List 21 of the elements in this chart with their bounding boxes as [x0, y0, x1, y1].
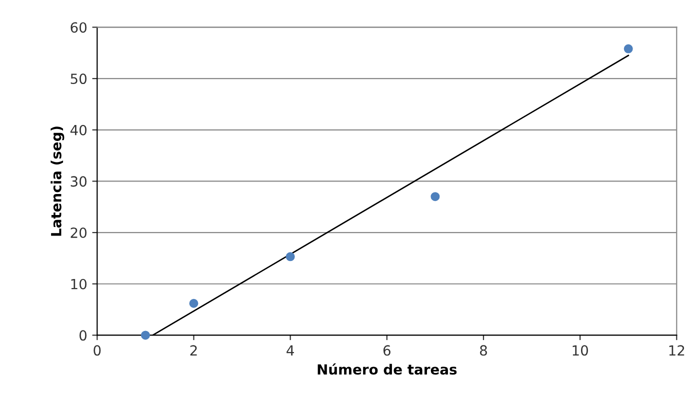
x-tick-label: 0	[94, 345, 101, 356]
y-tick-label: 20	[70, 228, 87, 238]
y-tick-label: 10	[71, 278, 87, 290]
x-tick-label: 6	[383, 345, 390, 356]
y-tick-label: 40	[70, 124, 87, 136]
point	[286, 252, 295, 262]
point	[189, 298, 198, 308]
x-tick-label: 8	[480, 345, 487, 356]
y-tick-label: 50	[70, 74, 87, 84]
x-axis-title: Número de tareas	[318, 363, 457, 375]
y-tick-label: 30	[70, 176, 87, 187]
point	[140, 330, 150, 340]
y-axis-title: Latencia (seg)	[50, 126, 64, 236]
x-tick-label: 2	[190, 345, 197, 356]
x-tick-label: 12	[669, 345, 684, 356]
point	[430, 192, 440, 202]
x-tick-label: 4	[286, 345, 294, 356]
point	[624, 44, 633, 54]
y-tick-label: 0	[80, 330, 87, 341]
x-tick-label: 10	[572, 345, 588, 356]
y-tick-label: 60	[70, 22, 87, 33]
